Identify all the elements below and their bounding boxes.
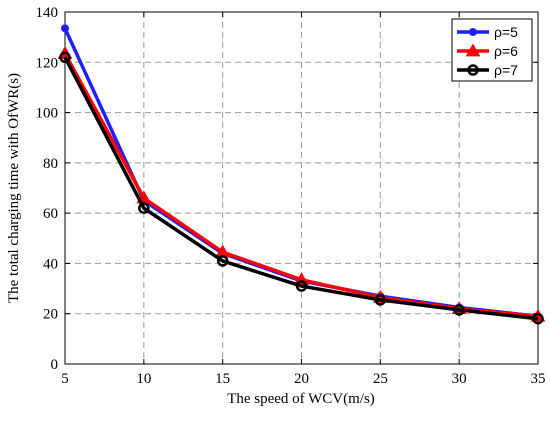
marker-circle [453, 304, 465, 316]
marker-circle [532, 312, 544, 325]
x-tick-label: 25 [373, 371, 388, 387]
legend-label: ρ=7 [494, 62, 518, 78]
y-tick-label: 140 [36, 5, 59, 21]
legend-label: ρ=5 [494, 24, 518, 40]
legend-entry: ρ=7 [457, 62, 518, 78]
marker-dot [61, 24, 69, 33]
marker-circle [374, 294, 387, 306]
x-tick-label: 10 [136, 371, 151, 387]
y-tick-label: 100 [36, 106, 59, 122]
y-tick-label: 60 [43, 206, 58, 222]
marker-circle [216, 255, 229, 267]
marker-circle [138, 202, 150, 214]
legend: ρ=5 ρ=6 ρ=7 [451, 18, 533, 82]
x-tick-label: 30 [452, 371, 467, 387]
marker-triangle-legend [465, 43, 481, 57]
data-series [57, 24, 546, 325]
y-tick-label: 120 [36, 55, 59, 71]
marker-circle [59, 51, 71, 64]
legend-entry: ρ=5 [457, 24, 518, 40]
series-3 [59, 51, 544, 325]
y-axis-label: The total charging time with OfWR(s) [6, 73, 22, 303]
x-tick-label: 5 [61, 371, 69, 387]
x-axis-label: The speed of WCV(m/s) [227, 391, 375, 407]
x-tick-label: 35 [531, 371, 546, 387]
series-line [63, 56, 539, 321]
x-tick-label: 15 [215, 371, 230, 387]
y-tick-label: 0 [51, 357, 59, 373]
marker-circle [295, 280, 308, 292]
marker-dot-legend [469, 28, 477, 36]
x-tick-label: 20 [294, 371, 309, 387]
y-tick-label: 20 [43, 307, 58, 323]
y-tick-label: 40 [43, 256, 58, 272]
marker-circle-legend [467, 64, 479, 76]
legend-label: ρ=6 [494, 43, 518, 59]
y-tick-label: 80 [43, 156, 58, 172]
axes: 5 10 15 20 25 30 35 0 20 40 60 80 100 120 140 [36, 5, 546, 387]
legend-entry: ρ=6 [457, 43, 518, 59]
